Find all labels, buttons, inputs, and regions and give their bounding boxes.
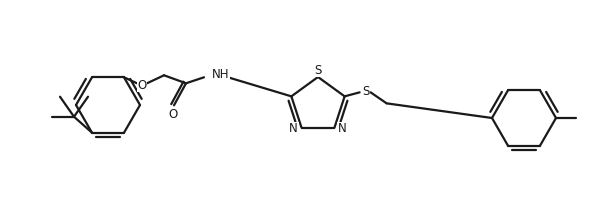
Text: O: O xyxy=(169,108,178,121)
Text: N: N xyxy=(338,122,347,135)
Text: S: S xyxy=(314,64,322,76)
Text: N: N xyxy=(289,122,298,135)
Text: NH: NH xyxy=(212,68,230,81)
Text: O: O xyxy=(137,79,147,92)
Text: S: S xyxy=(362,85,369,98)
